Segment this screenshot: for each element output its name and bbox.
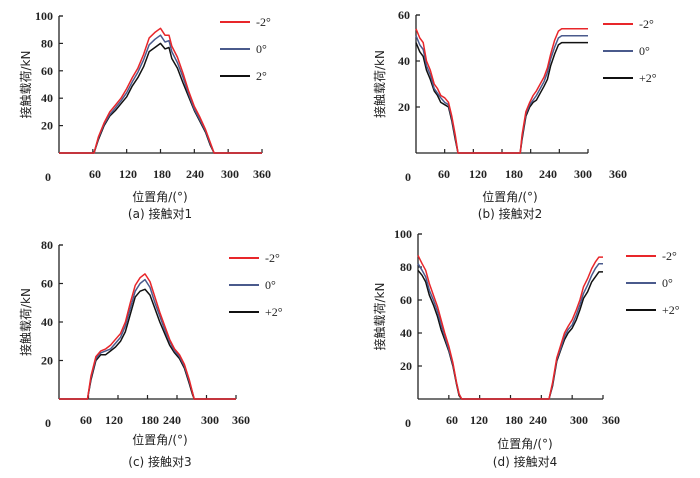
legend-label: +2°: [639, 71, 657, 85]
legend-item: 0°: [229, 278, 276, 292]
y-tick-label: 40: [41, 91, 53, 105]
legend-item: 2°: [220, 69, 267, 83]
x-tick-label: 0: [405, 416, 411, 430]
x-tick-label: 180: [141, 413, 159, 427]
subplot-b: 20 40 60 0 60 120 180 240 300 360 接触载荷/kN 位置角/(°) (b…: [372, 8, 657, 221]
subplot-caption: (a) 接触对1: [128, 206, 192, 221]
y-axis-title: 接触载荷/kN: [18, 51, 33, 119]
y-tick-label: 20: [41, 119, 53, 133]
legend-item: -2°: [220, 15, 271, 29]
legend-item: +2°: [626, 303, 680, 317]
x-tick-label: 120: [470, 413, 488, 427]
legend-label: +2°: [265, 305, 283, 319]
subplot-d: 20 40 60 80 100 0 60 120 180 240 300 360 接触载荷/kN 位置角/…: [372, 227, 680, 469]
x-tick-label: 180: [153, 167, 171, 181]
x-tick-label: 300: [570, 413, 588, 427]
x-tick-label: 180: [505, 167, 523, 181]
x-tick-label: 120: [105, 413, 123, 427]
legend-label: 0°: [256, 42, 267, 56]
y-tick-label: 40: [41, 315, 53, 329]
y-tick-label: 100: [35, 9, 53, 23]
legend-label: 0°: [662, 276, 673, 290]
subplot-caption: (c) 接触对3: [128, 454, 191, 469]
legend-item: +2°: [603, 71, 657, 85]
legend-label: -2°: [662, 249, 677, 263]
legend-label: +2°: [662, 303, 680, 317]
x-tick-label: 360: [232, 413, 250, 427]
series-line-a-neg2: [59, 27, 262, 154]
legend-label: 2°: [256, 69, 267, 83]
x-tick-label: 60: [80, 413, 92, 427]
y-tick-label: 60: [398, 8, 410, 22]
series-line-b-zero: [415, 34, 588, 154]
y-tick-label: 20: [398, 100, 410, 114]
y-tick-label: 100: [394, 227, 412, 241]
legend-item: -2°: [626, 249, 677, 263]
x-tick-label: 240: [529, 413, 547, 427]
x-tick-label: 60: [438, 167, 450, 181]
x-axis-title: 位置角/(°): [132, 189, 187, 204]
legend-item: +2°: [229, 305, 283, 319]
series-line-b-neg2: [415, 28, 588, 154]
x-tick-label: 300: [201, 413, 219, 427]
legend-label: 0°: [265, 278, 276, 292]
x-axis-title: 位置角/(°): [132, 432, 187, 447]
series-line-a-zero: [59, 34, 262, 154]
x-tick-label: 240: [539, 167, 557, 181]
series-line-b-pos2: [415, 41, 588, 154]
y-axis-title: 接触载荷/kN: [372, 283, 387, 351]
legend-label: 0°: [639, 44, 650, 58]
y-axis-title: 接触载荷/kN: [18, 288, 33, 356]
x-tick-label: 180: [505, 413, 523, 427]
x-tick-label: 360: [253, 167, 271, 181]
x-tick-label: 60: [89, 167, 101, 181]
subplot-caption: (b) 接触对2: [478, 206, 542, 221]
legend-item: -2°: [229, 251, 280, 265]
x-tick-label: 300: [574, 167, 592, 181]
x-tick-label: 360: [602, 413, 620, 427]
x-axis-title: 位置角/(°): [482, 189, 537, 204]
x-axis-title: 位置角/(°): [497, 436, 552, 451]
series-line-d-zero: [417, 262, 603, 400]
y-tick-label: 60: [400, 293, 412, 307]
x-tick-label: 0: [405, 170, 411, 184]
x-tick-label: 300: [221, 167, 239, 181]
x-tick-label: 240: [163, 413, 181, 427]
legend-item: 0°: [220, 42, 267, 56]
legend-label: -2°: [639, 17, 654, 31]
y-tick-label: 60: [41, 64, 53, 78]
x-tick-label: 120: [119, 167, 137, 181]
y-tick-label: 20: [41, 354, 53, 368]
legend-item: 0°: [626, 276, 673, 290]
y-tick-label: 80: [400, 260, 412, 274]
legend-item: -2°: [603, 17, 654, 31]
y-tick-label: 40: [400, 326, 412, 340]
subplot-c: 20 40 60 80 0 60 120 180 240 300 360 接触载荷/kN 位置角/(°)…: [18, 238, 283, 469]
series-line-c-pos2: [59, 288, 236, 400]
y-axis-title: 接触载荷/kN: [372, 50, 387, 118]
series-line-c-neg2: [59, 273, 236, 400]
series-line-c-zero: [59, 278, 236, 400]
x-tick-label: 240: [186, 167, 204, 181]
legend-label: -2°: [256, 15, 271, 29]
x-tick-label: 360: [609, 167, 627, 181]
x-tick-label: 120: [469, 167, 487, 181]
y-tick-label: 60: [41, 277, 53, 291]
y-tick-label: 80: [41, 238, 53, 252]
y-tick-label: 80: [41, 36, 53, 50]
subplot-a: 20 40 60 80 100 0 60 120 180 240 300 360 接触载荷/kN 位置角/…: [18, 9, 271, 221]
legend-label: -2°: [265, 251, 280, 265]
x-tick-label: 0: [45, 170, 51, 184]
y-tick-label: 20: [400, 359, 412, 373]
series-line-a-pos2: [59, 42, 262, 154]
x-tick-label: 0: [45, 416, 51, 430]
subplot-caption: (d) 接触对4: [493, 454, 557, 469]
y-tick-label: 40: [398, 54, 410, 68]
legend-item: 0°: [603, 44, 650, 58]
x-tick-label: 60: [446, 413, 458, 427]
series-line-d-neg2: [417, 255, 603, 400]
